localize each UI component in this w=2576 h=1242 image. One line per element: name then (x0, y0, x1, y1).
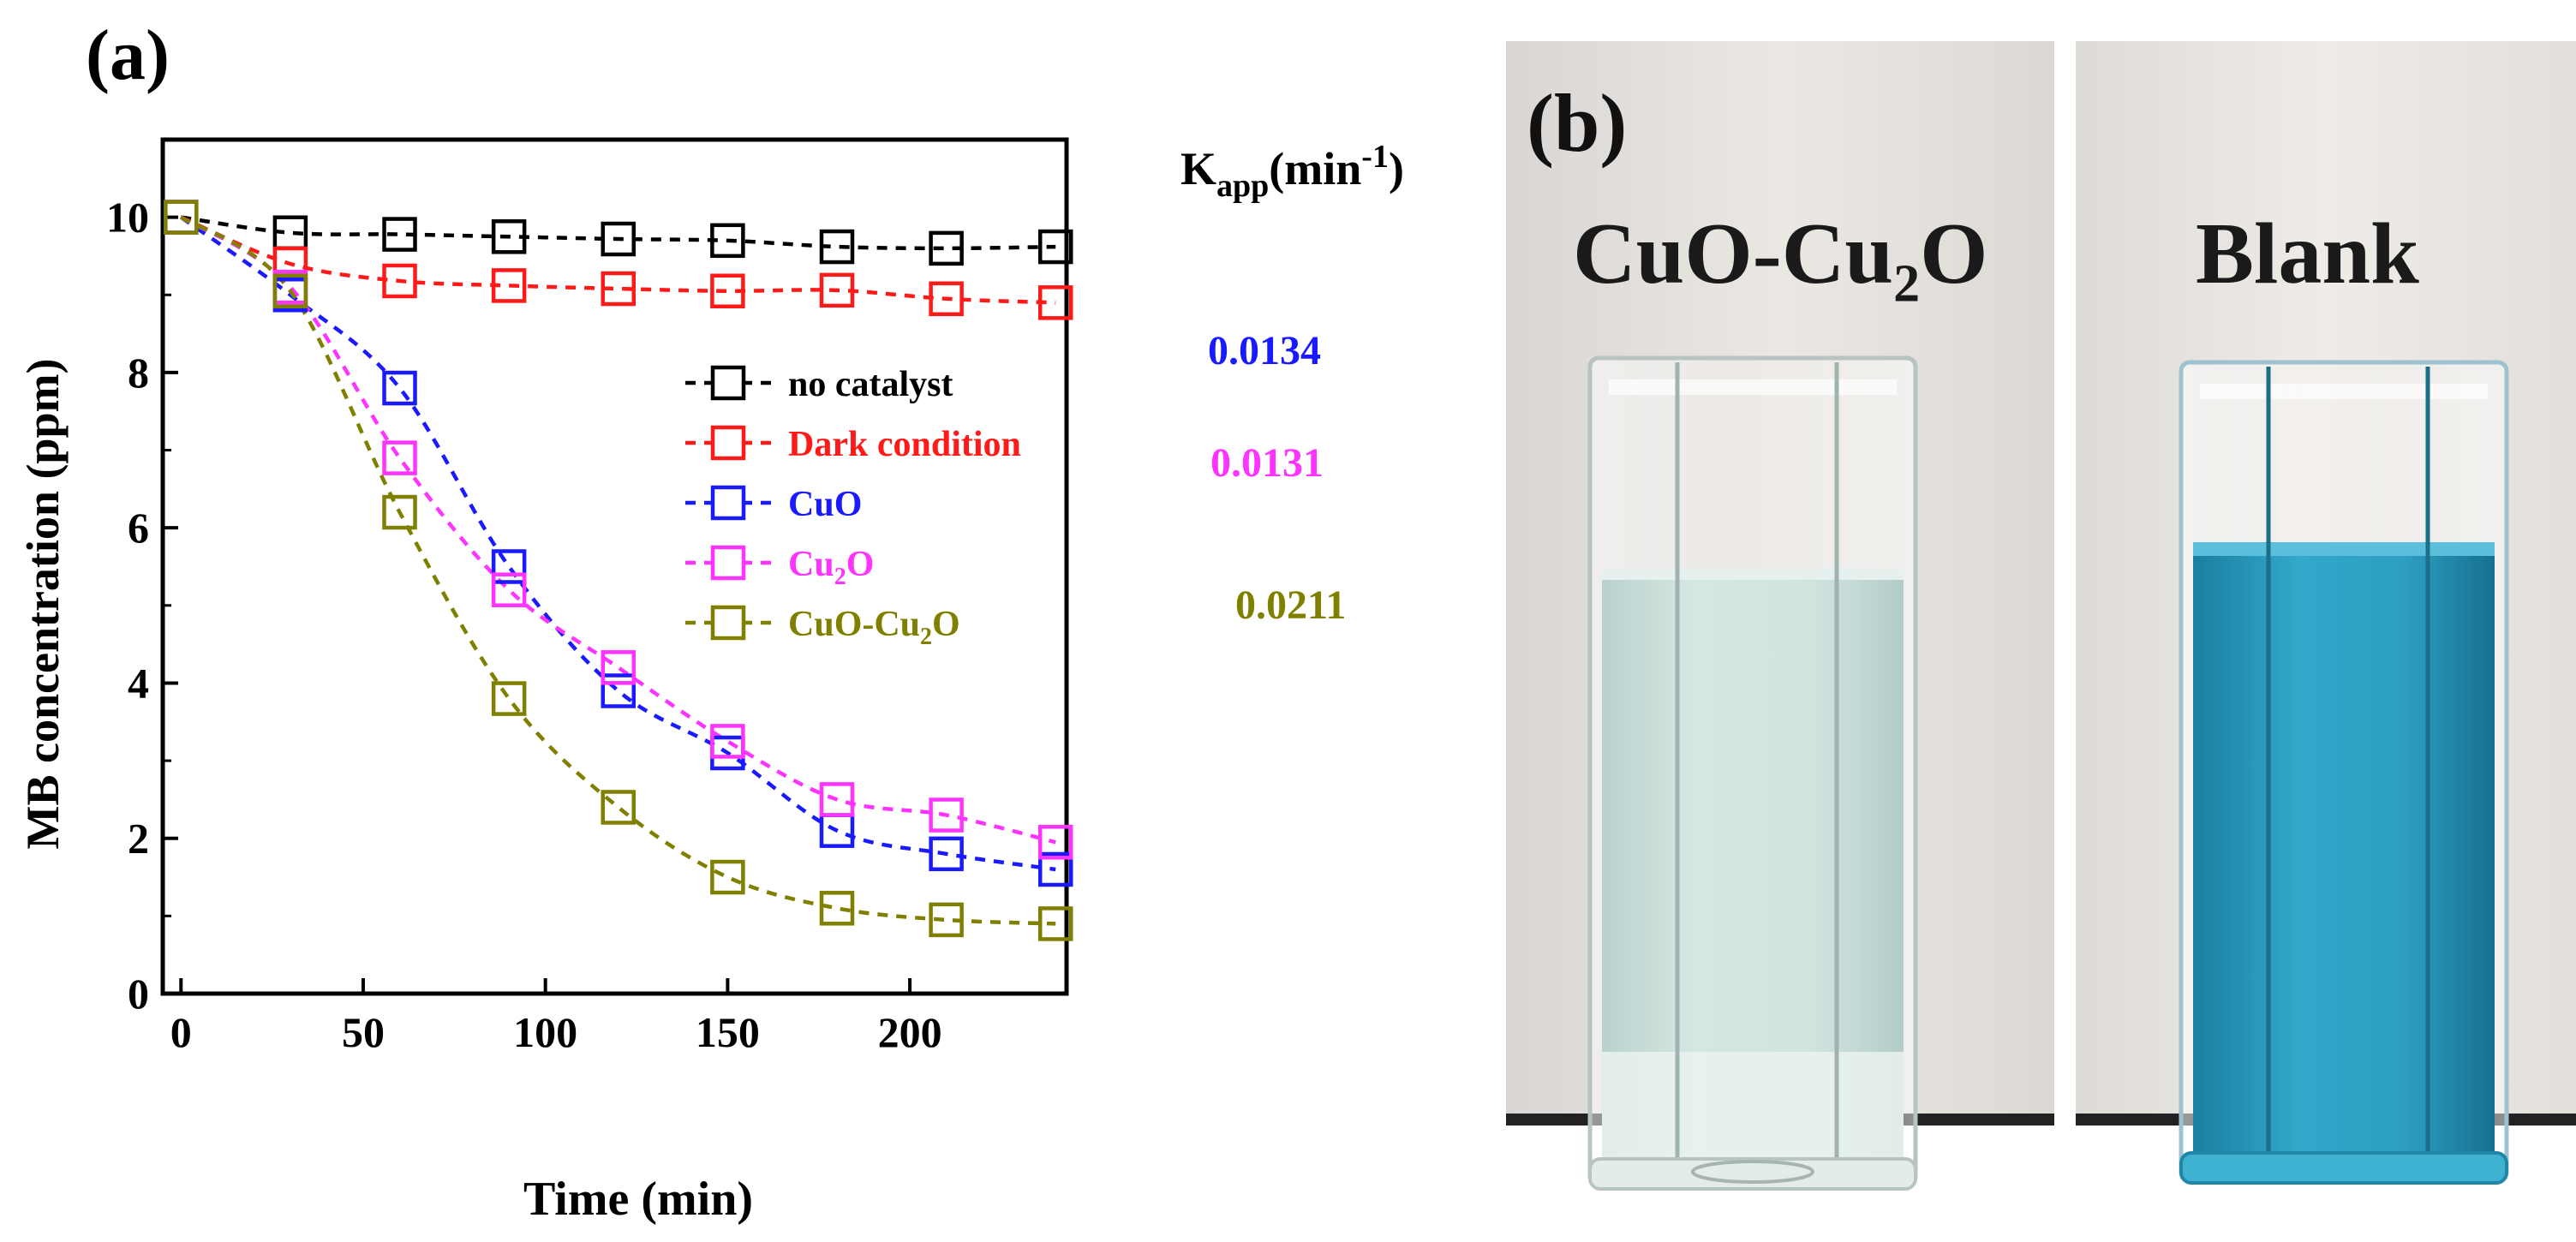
chart-axes: 0 50 100 150 200 0 2 4 6 8 10 (106, 137, 1069, 1056)
legend-marker (710, 425, 746, 461)
panel-b-photo: (b) CuO-Cu2O Blank (1506, 41, 2576, 1223)
data-point (491, 219, 527, 254)
data-point (491, 268, 527, 303)
legend-marker (710, 605, 746, 641)
data-point (1037, 229, 1073, 265)
data-point (819, 782, 855, 817)
photo-title-blank: Blank (2196, 206, 2419, 302)
panel-a-chart: (a) 0 50 100 150 200 0 2 4 6 8 10 no catalyst Dark … (17, 15, 1404, 1226)
data-point (929, 281, 964, 317)
chart-svg: (a) 0 50 100 150 200 0 2 4 6 8 10 no catalyst Dark … (17, 15, 1404, 1226)
series-line (180, 215, 1056, 305)
data-point (382, 370, 417, 406)
series-line (180, 215, 1056, 845)
y-tick-label: 10 (106, 194, 149, 242)
legend-label: CuO-Cu2O (788, 605, 960, 650)
x-tick-label: 100 (513, 1008, 577, 1056)
data-point (929, 230, 964, 266)
data-point (1037, 906, 1073, 941)
x-tick-label: 200 (878, 1008, 942, 1056)
data-point (601, 650, 637, 685)
y-tick-label: 2 (128, 815, 149, 863)
legend-marker (710, 545, 746, 581)
data-point (819, 229, 855, 265)
chart-legend: no catalyst Dark condition CuO Cu2O CuO-Cu2O (685, 365, 1021, 650)
data-point (929, 797, 964, 833)
data-point (382, 217, 417, 252)
kapp-header: Kapp(min-1) (1180, 139, 1404, 204)
chart-series (164, 200, 1073, 941)
kapp-value: 0.0211 (1235, 582, 1346, 628)
photo-illustration (1506, 41, 2576, 1223)
data-point (382, 263, 417, 299)
data-point (1037, 851, 1073, 887)
data-point (601, 271, 637, 307)
data-point (710, 724, 745, 759)
plot-frame (160, 137, 1069, 996)
x-tick-label: 0 (170, 1008, 192, 1056)
data-point (929, 836, 964, 872)
data-point (272, 273, 308, 308)
legend-marker (710, 365, 746, 401)
data-point (929, 902, 964, 938)
y-tick-label: 8 (128, 349, 149, 397)
data-point (819, 891, 855, 926)
y-axis-label: MB concentration (ppm) (17, 359, 69, 850)
photo-title-left-tail: O (1920, 206, 1988, 302)
data-point (601, 673, 637, 708)
x-tick-label: 150 (696, 1008, 760, 1056)
data-point (710, 223, 745, 259)
kapp-annotations: Kapp(min-1) 0.0134 0.0131 0.0211 (1180, 139, 1404, 628)
legend-label: CuO (788, 485, 862, 524)
y-tick-label: 0 (128, 970, 149, 1018)
cuvette-right (2179, 360, 2509, 1185)
data-point (819, 272, 855, 308)
kapp-value: 0.0134 (1208, 328, 1321, 373)
cuvette-left (1587, 355, 1918, 1191)
y-tick-label: 6 (128, 504, 149, 552)
x-tick-label: 50 (342, 1008, 385, 1056)
legend-label: Cu2O (788, 545, 874, 590)
series-line (180, 215, 1056, 251)
data-point (491, 549, 527, 584)
data-point (382, 440, 417, 475)
data-point (382, 494, 417, 530)
series-line (179, 215, 1056, 872)
kapp-value: 0.0131 (1210, 440, 1324, 486)
photo-title-left-base: CuO-Cu (1573, 206, 1894, 302)
data-point (710, 273, 745, 308)
data-point (601, 221, 637, 257)
data-point (491, 681, 527, 716)
photo-title-cuo-cu2o: CuO-Cu2O (1573, 204, 1987, 314)
panel-b-label: (b) (1527, 77, 1628, 169)
data-point (1037, 285, 1073, 320)
data-point (710, 859, 745, 895)
x-axis-label: Time (min) (523, 1173, 753, 1226)
series-line (180, 215, 1056, 926)
legend-marker (710, 485, 746, 521)
data-point (491, 572, 527, 607)
panel-a-label: (a) (86, 15, 170, 95)
data-point (601, 790, 637, 825)
blue-solution (2193, 542, 2495, 1155)
legend-label: no catalyst (788, 365, 953, 404)
data-point (164, 200, 199, 235)
photo-title-left-subscript: 2 (1893, 254, 1921, 313)
data-point (1037, 825, 1073, 860)
y-tick-label: 4 (128, 659, 149, 707)
legend-label: Dark condition (788, 425, 1021, 464)
